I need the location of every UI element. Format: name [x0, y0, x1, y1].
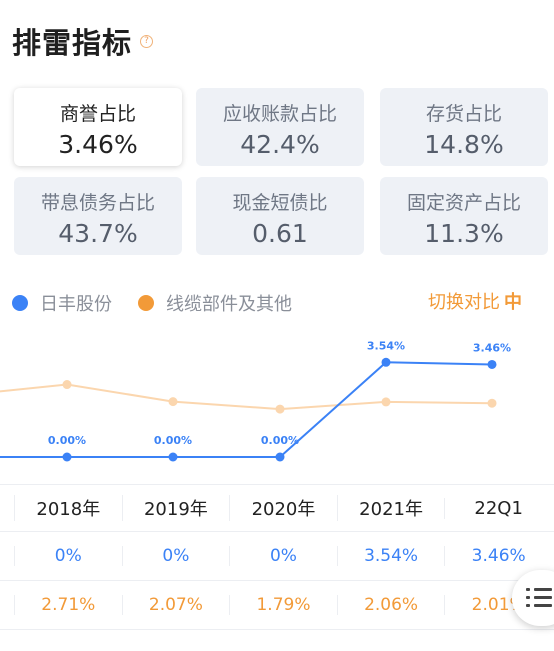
data-table: 2018年 2019年 2020年 2021年 22Q1 0% 0% 0% 3.…	[0, 484, 554, 630]
compare-icon: 中	[504, 292, 522, 313]
card-label: 存货占比	[425, 103, 502, 125]
card-inventory[interactable]: 存货占比 14.8%	[380, 88, 548, 166]
legend-dot-blue	[12, 295, 28, 311]
series-line-company	[0, 361, 493, 458]
legend-item-industry[interactable]: 线缆部件及其他	[138, 290, 292, 316]
data-point[interactable]	[62, 380, 72, 390]
data-label: 0.00%	[48, 434, 86, 447]
table-header-cell: 22Q1	[444, 497, 552, 519]
card-label: 现金短债比	[232, 192, 328, 214]
series-line-industry	[0, 383, 493, 411]
menu-fab-button[interactable]	[512, 570, 554, 626]
card-value: 14.8%	[424, 130, 504, 159]
help-icon[interactable]: ?	[140, 34, 154, 48]
title-row: 排雷指标 ?	[12, 20, 154, 62]
table-row: 0% 0% 0% 3.54% 3.46%	[0, 532, 554, 581]
card-label: 带息债务占比	[40, 192, 155, 214]
table-cell: 2.71%	[14, 595, 122, 615]
chart-legend: 日丰股份 线缆部件及其他	[12, 290, 318, 316]
data-point[interactable]	[168, 397, 178, 407]
data-point[interactable]	[168, 452, 178, 462]
card-goodwill[interactable]: 商誉占比 3.46%	[14, 88, 182, 166]
card-receivables[interactable]: 应收账款占比 42.4%	[196, 88, 364, 166]
table-cell: 1.79%	[229, 595, 337, 615]
card-cash-short-debt[interactable]: 现金短债比 0.61	[196, 177, 364, 255]
card-value: 43.7%	[58, 219, 138, 248]
card-label: 固定资产占比	[406, 192, 521, 214]
table-cell: 0%	[229, 546, 337, 566]
table-header-row: 2018年 2019年 2020年 2021年 22Q1	[0, 484, 554, 532]
card-fixed-assets[interactable]: 固定资产占比 11.3%	[380, 177, 548, 255]
switch-compare-button[interactable]: 切换对比中	[428, 288, 522, 314]
table-cell: 2.06%	[336, 595, 445, 615]
card-interest-debt[interactable]: 带息债务占比 43.7%	[14, 177, 182, 255]
data-point[interactable]	[381, 357, 391, 367]
data-point[interactable]	[381, 397, 391, 407]
card-value: 42.4%	[240, 130, 320, 159]
table-cell: 0%	[121, 546, 230, 566]
data-point[interactable]	[487, 359, 497, 369]
card-value: 0.61	[252, 219, 308, 248]
table-row: 2.71% 2.07% 1.79% 2.06% 2.01%	[0, 581, 554, 630]
data-label: 0.00%	[261, 434, 299, 447]
table-cell: 3.46%	[444, 546, 552, 566]
legend-item-company[interactable]: 日丰股份	[12, 290, 112, 316]
legend-dot-orange	[138, 295, 154, 311]
data-label: 0.00%	[154, 434, 192, 447]
page-title: 排雷指标	[12, 26, 133, 60]
data-label: 3.46%	[473, 341, 511, 354]
line-chart: 0.00% 0.00% 0.00% 3.54% 3.46%	[0, 339, 511, 462]
card-value: 11.3%	[424, 219, 504, 248]
table-cell: 2.07%	[121, 595, 230, 615]
table-header-cell: 2021年	[336, 495, 445, 521]
table-header-cell: 2018年	[14, 495, 122, 521]
card-label: 应收账款占比	[222, 103, 337, 125]
data-point[interactable]	[275, 404, 285, 414]
legend-label: 线缆部件及其他	[166, 294, 292, 315]
card-value: 3.46%	[58, 130, 138, 159]
data-point[interactable]	[487, 398, 497, 408]
table-cell: 0%	[14, 546, 122, 566]
data-point[interactable]	[62, 452, 72, 462]
data-point[interactable]	[275, 452, 285, 462]
table-header-cell: 2019年	[121, 495, 230, 521]
data-label: 3.54%	[367, 339, 405, 352]
table-cell: 3.54%	[336, 546, 445, 566]
switch-label: 切换对比	[428, 292, 500, 313]
legend-label: 日丰股份	[40, 294, 112, 315]
card-label: 商誉占比	[59, 103, 136, 125]
list-icon	[526, 587, 552, 609]
table-header-cell: 2020年	[229, 495, 337, 521]
